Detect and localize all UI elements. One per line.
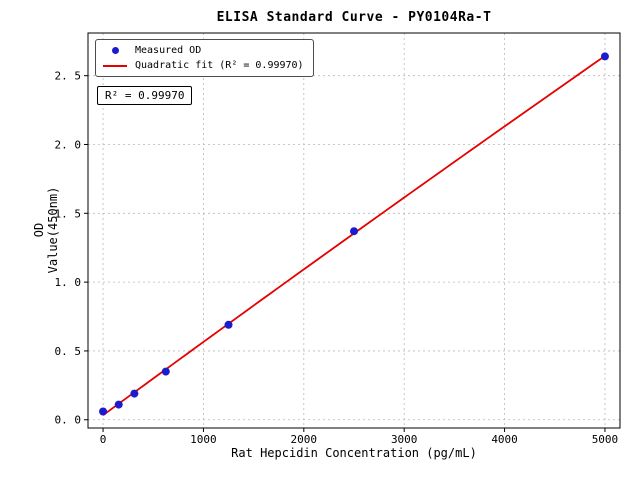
svg-text:1. 5: 1. 5: [55, 207, 82, 220]
line-marker-icon: [102, 64, 128, 67]
legend-item-quadratic-fit: Quadratic fit (R² = 0.99970): [102, 60, 304, 71]
y-axis-label: OD Value(450nm): [32, 186, 60, 274]
chart-title: ELISA Standard Curve - PY0104Ra-T: [216, 10, 492, 25]
legend-item-measured-od: Measured OD: [102, 45, 304, 56]
red-line-icon: [103, 64, 127, 67]
legend-label-measured-od: Measured OD: [135, 45, 202, 56]
scatter-marker-icon: [102, 47, 128, 54]
legend-label-quadratic-fit: Quadratic fit (R² = 0.99970): [135, 60, 304, 71]
svg-text:1. 0: 1. 0: [55, 276, 82, 289]
svg-text:3000: 3000: [391, 433, 418, 446]
svg-text:0. 0: 0. 0: [55, 414, 82, 427]
x-axis-label: Rat Hepcidin Concentration (pg/mL): [231, 446, 477, 460]
svg-text:0. 5: 0. 5: [55, 345, 82, 358]
r-squared-annotation: R² = 0.99970: [97, 86, 193, 105]
svg-text:4000: 4000: [491, 433, 518, 446]
svg-text:2. 5: 2. 5: [55, 70, 82, 83]
svg-text:2. 0: 2. 0: [55, 138, 82, 151]
svg-text:1000: 1000: [190, 433, 217, 446]
blue-dot-icon: [111, 47, 119, 54]
legend: Measured OD Quadratic fit (R² = 0.99970): [95, 39, 314, 77]
svg-text:2000: 2000: [291, 433, 318, 446]
svg-text:5000: 5000: [592, 433, 619, 446]
svg-text:0: 0: [100, 433, 107, 446]
